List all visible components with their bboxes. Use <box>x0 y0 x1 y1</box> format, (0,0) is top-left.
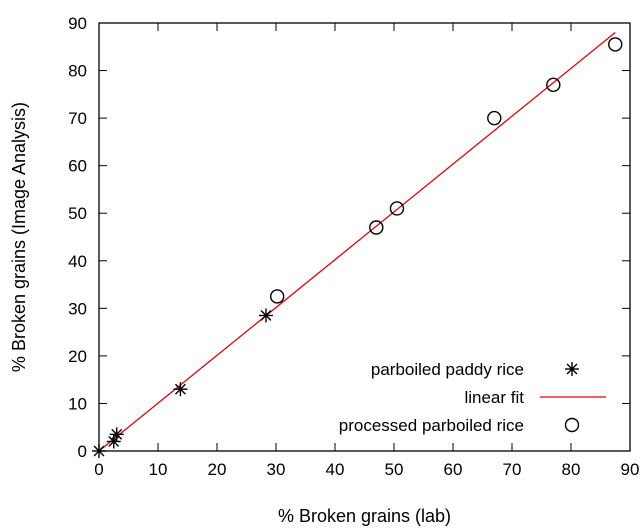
legend-swatch <box>565 362 579 376</box>
processed-point <box>546 77 561 93</box>
legend-label: linear fit <box>464 388 524 407</box>
legend-label: processed parboiled rice <box>339 416 524 435</box>
x-tick-label: 10 <box>149 460 168 479</box>
y-tick-label: 10 <box>68 394 87 413</box>
y-tick-label: 70 <box>68 109 87 128</box>
legend-label: parboiled paddy rice <box>371 360 524 379</box>
paddy-point <box>173 382 188 397</box>
x-axis-label: % Broken grains (lab) <box>278 506 451 526</box>
processed-point <box>369 220 384 235</box>
y-tick-label: 0 <box>78 442 87 461</box>
processed-point <box>269 289 285 304</box>
y-tick-label: 30 <box>68 299 87 318</box>
y-tick-label: 80 <box>68 62 87 81</box>
x-tick-label: 50 <box>385 460 404 479</box>
plot-frame <box>98 22 631 452</box>
series-layer <box>92 32 623 458</box>
paddy-point <box>109 427 124 442</box>
paddy-point <box>258 308 273 323</box>
processed-point <box>608 37 623 52</box>
x-tick-label: 0 <box>94 460 103 479</box>
x-tick-label: 40 <box>326 460 345 479</box>
y-tick-label: 40 <box>68 252 87 271</box>
y-tick-label: 20 <box>68 347 87 366</box>
x-tick-label: 30 <box>267 460 286 479</box>
x-tick-label: 20 <box>208 460 227 479</box>
x-tick-label: 80 <box>562 460 581 479</box>
linear-fit-line <box>98 32 616 452</box>
x-tick-label: 60 <box>444 460 463 479</box>
processed-point <box>487 110 502 126</box>
x-tick-label: 90 <box>621 460 640 479</box>
y-tick-label: 90 <box>68 14 87 33</box>
legend: parboiled paddy rice linear fit processed … <box>339 360 606 435</box>
processed-point <box>389 201 405 216</box>
x-tick-label: 70 <box>503 460 522 479</box>
y-axis-label: % Broken grains (Image Analysis) <box>9 102 29 372</box>
y-tick-label: 60 <box>68 157 87 176</box>
legend-swatch <box>564 417 580 433</box>
ticks-layer: 0 10 20 30 40 50 60 70 80 90 0 10 20 30 40 50 60 70 80 90 <box>68 14 639 479</box>
y-tick-label: 50 <box>68 204 87 223</box>
